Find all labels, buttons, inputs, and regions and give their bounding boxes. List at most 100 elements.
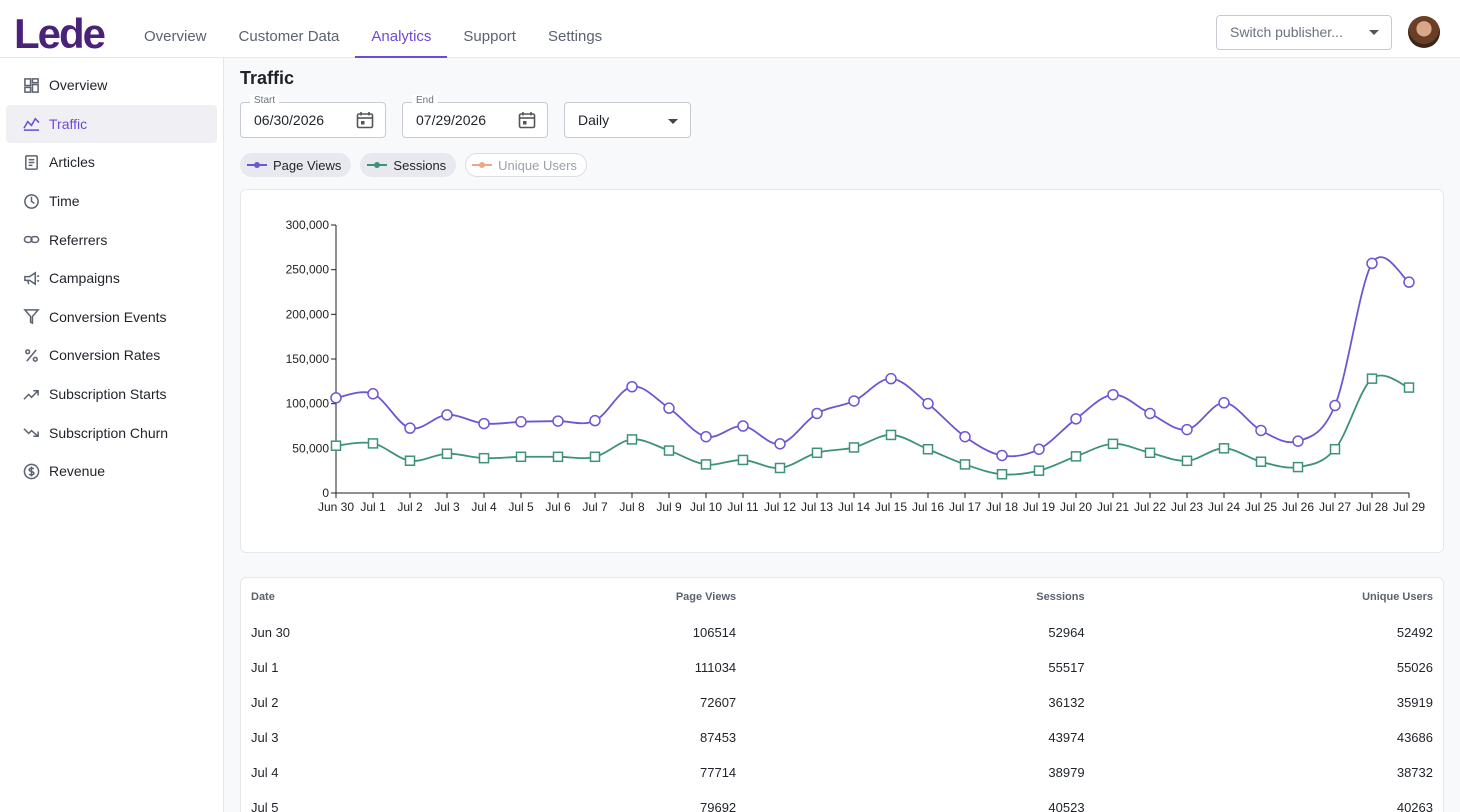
cell-unique-users: 38732 — [1396, 765, 1433, 780]
page-views-point — [811, 407, 823, 420]
page-views-point — [589, 414, 601, 427]
x-tick-label: Jul 17 — [949, 500, 981, 514]
cell-sessions: 55517 — [1048, 660, 1085, 675]
table-row: Jul 5 79692 40523 40263 — [241, 790, 1443, 812]
tab-overview[interactable]: Overview — [144, 28, 207, 45]
interval-select[interactable]: Daily — [564, 102, 691, 138]
sidebar-item-campaigns[interactable]: Campaigns — [6, 259, 217, 298]
article-icon — [22, 153, 40, 171]
sessions-point — [774, 462, 786, 474]
page-views-point — [663, 402, 675, 414]
sidebar-item-label: Subscription Churn — [49, 424, 169, 441]
page-views-point — [1144, 407, 1156, 420]
sidebar-item-articles[interactable]: Articles — [6, 143, 217, 182]
table-row: Jul 4 77714 38979 38732 — [241, 755, 1443, 790]
sidebar: Overview Traffic Articles Time Referrers… — [0, 58, 224, 812]
y-tick-label: 150,000 — [286, 352, 330, 366]
sidebar-item-conversion-rates[interactable]: Conversion Rates — [6, 336, 217, 375]
dashboard-icon — [22, 76, 40, 94]
x-tick-label: Jul 12 — [764, 500, 796, 514]
sessions-point — [663, 445, 675, 456]
start-date-field[interactable]: Start 06/30/2026 — [240, 95, 386, 138]
end-date-field[interactable]: End 07/29/2026 — [402, 95, 548, 138]
sidebar-item-time[interactable]: Time — [6, 182, 217, 221]
tab-settings[interactable]: Settings — [547, 28, 603, 45]
page-views-point — [996, 449, 1008, 462]
x-tick-label: Jul 23 — [1171, 500, 1203, 514]
sessions-point — [1329, 443, 1341, 455]
page-title: Traffic — [240, 68, 295, 88]
sessions-point — [959, 459, 971, 470]
sidebar-item-referrers[interactable]: Referrers — [6, 220, 217, 259]
start-date-value: 06/30/2026 — [254, 112, 325, 128]
sidebar-item-revenue[interactable]: Revenue — [6, 452, 217, 491]
y-tick-label: 50,000 — [292, 441, 329, 455]
publisher-select-placeholder: Switch publisher... — [1230, 24, 1343, 40]
toggle-unique-users[interactable]: Unique Users — [465, 153, 587, 177]
sidebar-item-label: Traffic — [49, 115, 88, 132]
sidebar-item-label: Referrers — [49, 231, 108, 248]
cell-unique-users: 52492 — [1396, 625, 1433, 640]
page-views-point — [700, 430, 712, 443]
header-date[interactable]: Date — [251, 590, 275, 603]
chevron-down-icon — [1369, 30, 1379, 35]
x-tick-label: Jul 21 — [1097, 500, 1129, 514]
publisher-select[interactable]: Switch publisher... — [1216, 15, 1392, 50]
trending-line-icon — [22, 115, 40, 133]
dollar-circle-icon — [22, 462, 40, 480]
sessions-point — [996, 468, 1008, 480]
x-tick-label: Jul 2 — [397, 500, 423, 514]
lede-logo[interactable]: Lede — [14, 10, 106, 57]
cell-date: Jul 3 — [251, 730, 279, 745]
header-page-views[interactable]: Page Views — [675, 590, 737, 603]
calendar-icon[interactable] — [355, 110, 375, 130]
sessions-point — [1403, 382, 1415, 393]
sessions-point — [1292, 461, 1304, 473]
sidebar-item-traffic[interactable]: Traffic — [6, 104, 217, 144]
tab-customer-data[interactable]: Customer Data — [238, 28, 340, 45]
sessions-point — [811, 447, 823, 459]
header-sessions[interactable]: Sessions — [1036, 590, 1085, 603]
interval-value: Daily — [578, 112, 610, 128]
page-views-point — [478, 417, 490, 430]
line-circle-icon — [247, 162, 267, 168]
sidebar-item-overview[interactable]: Overview — [6, 66, 217, 105]
page-views-point — [1033, 443, 1045, 455]
x-tick-label: Jul 4 — [471, 500, 497, 514]
page-views-point — [626, 380, 638, 393]
cell-date: Jul 2 — [251, 695, 279, 710]
sidebar-item-subscription-starts[interactable]: Subscription Starts — [6, 375, 217, 414]
sidebar-item-conversion-events[interactable]: Conversion Events — [6, 298, 217, 337]
cell-page-views: 111034 — [694, 660, 737, 675]
sidebar-item-label: Conversion Events — [49, 308, 167, 325]
toggle-sessions[interactable]: Sessions — [360, 153, 457, 177]
cell-page-views: 77714 — [700, 765, 737, 780]
toggle-page-views[interactable]: Page Views — [240, 153, 352, 177]
page-views-point — [1403, 276, 1415, 288]
tab-support[interactable]: Support — [463, 28, 516, 45]
page-views-point — [1329, 399, 1341, 412]
page-views-point — [737, 420, 749, 432]
toggle-label: Sessions — [393, 157, 447, 173]
cell-date: Jun 30 — [251, 625, 291, 640]
page-views-point — [330, 392, 342, 404]
sessions-point — [552, 451, 564, 463]
user-avatar[interactable] — [1408, 16, 1440, 48]
trending-up-icon — [22, 385, 40, 403]
sidebar-item-subscription-churn[interactable]: Subscription Churn — [6, 413, 217, 452]
x-tick-label: Jul 7 — [582, 500, 608, 514]
x-tick-label: Jul 15 — [875, 500, 907, 514]
cell-sessions: 38979 — [1048, 765, 1085, 780]
sessions-point — [1070, 451, 1082, 462]
calendar-icon[interactable] — [517, 110, 537, 130]
toggle-label: Page Views — [273, 157, 342, 173]
cell-sessions: 36132 — [1048, 695, 1085, 710]
header-unique-users[interactable]: Unique Users — [1362, 590, 1433, 603]
sessions-point — [441, 448, 453, 459]
traffic-line-chart: 0 50,000 100,000 150,000 200,000 250,000 300,0… — [286, 218, 1426, 514]
sessions-point — [737, 454, 749, 466]
sidebar-item-label: Overview — [49, 77, 108, 94]
tab-analytics[interactable]: Analytics — [355, 0, 448, 58]
cell-date: Jul 1 — [251, 660, 279, 675]
page-views-point — [552, 415, 564, 427]
